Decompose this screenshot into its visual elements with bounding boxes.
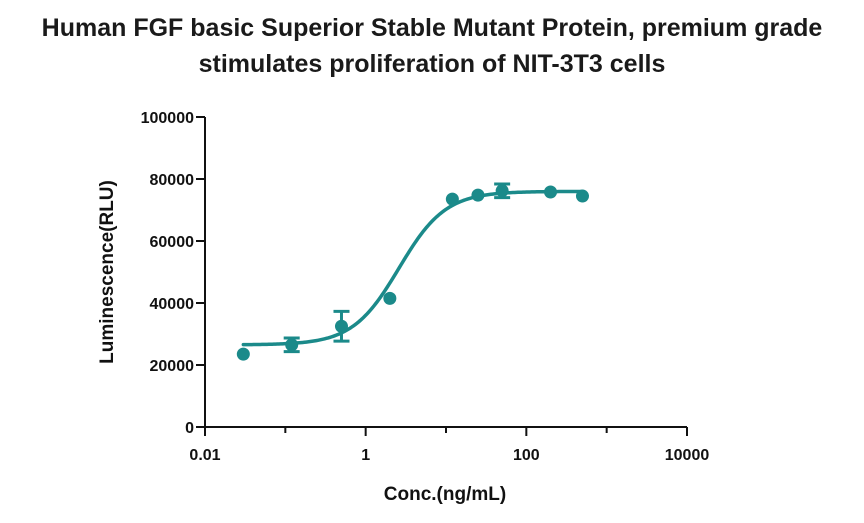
x-tick-label: 100 <box>513 447 540 464</box>
data-point <box>285 338 299 352</box>
y-tick-label: 40000 <box>150 296 195 313</box>
x-tick-label: 1 <box>361 447 370 464</box>
y-axis-label: Luminescence(RLU) <box>97 180 118 364</box>
y-tick-label: 80000 <box>150 172 195 189</box>
data-points-layer <box>236 182 589 361</box>
y-tick-label: 20000 <box>150 358 195 375</box>
y-tick-label: 100000 <box>141 110 194 127</box>
data-point <box>445 192 459 206</box>
y-tick-label: 60000 <box>150 234 195 251</box>
data-point <box>471 188 485 202</box>
x-tick-label: 0.01 <box>189 447 220 464</box>
data-point <box>495 184 509 198</box>
chart-title-line-1: Human FGF basic Superior Stable Mutant P… <box>41 14 823 42</box>
data-point <box>334 319 348 333</box>
x-tick-label: 10000 <box>665 447 710 464</box>
data-point <box>544 185 558 199</box>
x-axis-label: Conc.(ng/mL) <box>384 484 506 505</box>
fit-curve-layer <box>241 189 585 347</box>
fit-curve <box>241 189 585 347</box>
y-tick-label: 0 <box>185 420 194 437</box>
chart-title-line-2: stimulates proliferation of NIT-3T3 cell… <box>198 50 666 78</box>
data-point <box>236 347 250 361</box>
data-point <box>383 291 397 305</box>
data-point <box>575 189 589 203</box>
